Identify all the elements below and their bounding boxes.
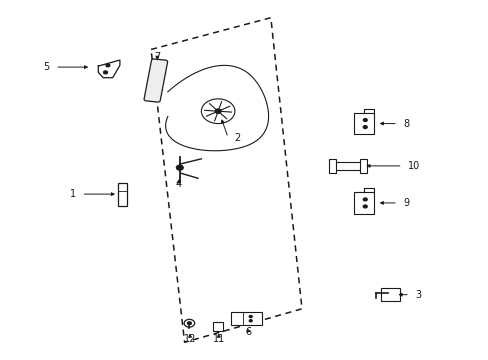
Circle shape — [187, 322, 191, 325]
FancyBboxPatch shape — [144, 59, 167, 102]
Bar — [353, 192, 374, 213]
Bar — [328, 159, 335, 172]
Text: 3: 3 — [415, 290, 421, 300]
Circle shape — [184, 319, 194, 327]
Circle shape — [363, 126, 366, 129]
Bar — [231, 312, 262, 325]
Bar — [212, 322, 223, 331]
Circle shape — [201, 99, 234, 123]
Text: 12: 12 — [184, 334, 196, 345]
Text: 1: 1 — [70, 189, 76, 199]
Circle shape — [106, 64, 110, 67]
Text: 7: 7 — [154, 51, 160, 62]
Text: 9: 9 — [403, 198, 409, 208]
Circle shape — [249, 315, 252, 318]
Circle shape — [103, 71, 107, 74]
Text: 11: 11 — [213, 334, 225, 345]
Text: 6: 6 — [245, 327, 251, 337]
Circle shape — [176, 165, 183, 170]
Text: 4: 4 — [175, 179, 181, 189]
Bar — [380, 288, 400, 301]
Polygon shape — [98, 60, 120, 78]
Text: 8: 8 — [403, 118, 409, 129]
Circle shape — [249, 320, 252, 322]
Circle shape — [363, 205, 366, 208]
Circle shape — [363, 118, 366, 121]
Text: 2: 2 — [233, 133, 240, 143]
Text: 10: 10 — [407, 161, 420, 171]
Circle shape — [215, 109, 221, 113]
Bar — [118, 183, 126, 206]
Bar — [359, 159, 366, 172]
Circle shape — [363, 198, 366, 201]
Text: 5: 5 — [43, 62, 49, 72]
Bar — [334, 162, 362, 170]
Bar — [353, 113, 374, 134]
